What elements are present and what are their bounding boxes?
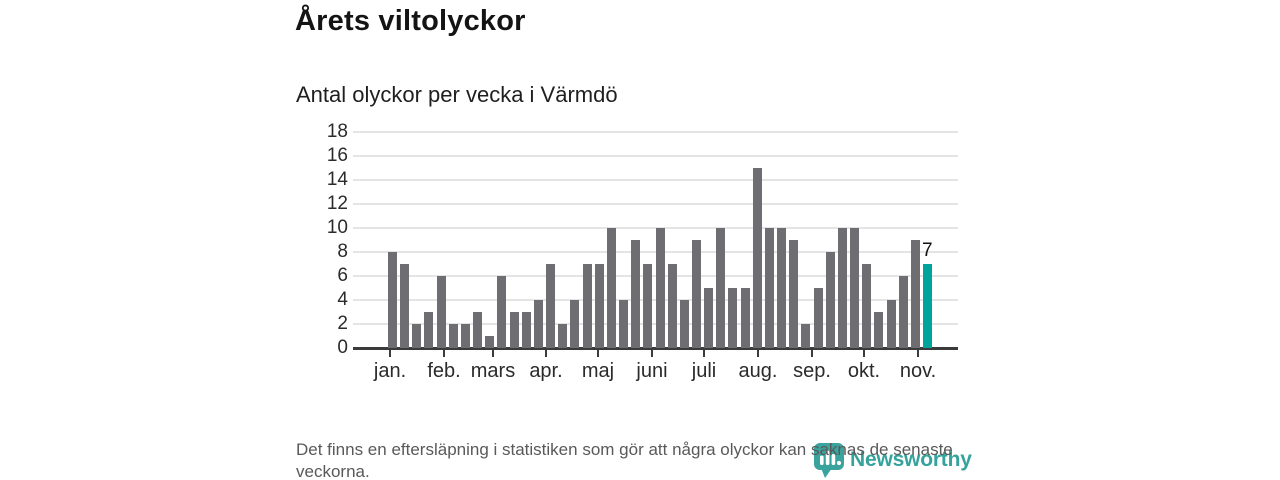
x-axis-month-label: jan.	[373, 360, 407, 382]
bar-week	[741, 288, 750, 348]
gridline	[353, 203, 958, 205]
gridline	[353, 179, 958, 181]
bar-week	[388, 252, 397, 348]
y-axis-tick-label: 16	[326, 145, 348, 166]
bar-week	[680, 300, 689, 348]
bar-week	[595, 264, 604, 348]
x-axis-tick	[703, 349, 705, 357]
y-axis-tick-label: 8	[337, 241, 348, 262]
gridline	[353, 227, 958, 229]
bar-week	[619, 300, 628, 348]
x-axis-line	[353, 347, 958, 350]
bar-week	[838, 228, 847, 348]
highlight-value-label: 7	[922, 240, 933, 261]
newsworthy-barchart-pin-icon	[814, 443, 844, 478]
x-axis-tick	[863, 349, 865, 357]
bar-week	[643, 264, 652, 348]
bar-week	[814, 288, 823, 348]
bar-week	[887, 300, 896, 348]
x-axis-tick	[443, 349, 445, 357]
y-axis-tick-label: 14	[326, 169, 348, 190]
bar-week	[497, 276, 506, 348]
bar-week	[473, 312, 482, 348]
gridline	[353, 299, 958, 301]
bar-week	[558, 324, 567, 348]
bar-week	[424, 312, 433, 348]
newsworthy-logo: Newsworthy	[813, 442, 972, 479]
gridline	[353, 155, 958, 157]
bar-week	[704, 288, 713, 348]
bar-week	[656, 228, 665, 348]
bar-week	[449, 324, 458, 348]
x-axis-month-label: juli	[691, 360, 717, 382]
bar-week	[777, 228, 786, 348]
y-axis-tick-label: 2	[337, 313, 348, 334]
bar-week	[437, 276, 446, 348]
gridline	[353, 131, 958, 133]
x-axis-tick	[811, 349, 813, 357]
bar-week	[668, 264, 677, 348]
bar-week	[911, 240, 920, 348]
bar-week	[570, 300, 579, 348]
footnote: Det finns en eftersläpning i statistiken…	[296, 440, 953, 480]
x-axis-month-label: apr.	[529, 360, 563, 382]
bar-week	[716, 228, 725, 348]
page-title: Årets viltolyckor	[295, 5, 526, 37]
x-axis-tick	[492, 349, 494, 357]
y-axis-tick-label: 12	[326, 193, 348, 214]
bar-week	[899, 276, 908, 348]
bar-week	[510, 312, 519, 348]
x-axis-month-label: mars	[470, 360, 516, 382]
x-axis-tick	[757, 349, 759, 357]
gridline	[353, 275, 958, 277]
gridline	[353, 251, 958, 253]
y-axis-tick-label: 10	[326, 217, 348, 238]
bar-week	[874, 312, 883, 348]
bar-week	[826, 252, 835, 348]
x-axis-tick	[917, 349, 919, 357]
bar-week	[583, 264, 592, 348]
bar-current-week	[923, 264, 932, 348]
x-axis-tick	[597, 349, 599, 357]
x-axis-month-label: nov.	[899, 360, 937, 382]
bar-week	[485, 336, 494, 348]
bar-week	[789, 240, 798, 348]
x-axis-tick	[545, 349, 547, 357]
bar-week	[546, 264, 555, 348]
bar-week	[753, 168, 762, 348]
newsworthy-logo-text: Newsworthy	[850, 448, 972, 471]
bar-week	[765, 228, 774, 348]
bar-week	[728, 288, 737, 348]
bar-week	[400, 264, 409, 348]
x-axis-month-label: maj	[581, 360, 615, 382]
bar-week	[801, 324, 810, 348]
bar-week	[692, 240, 701, 348]
bar-week	[862, 264, 871, 348]
y-axis-tick-label: 6	[337, 265, 348, 286]
x-axis-tick	[651, 349, 653, 357]
bar-week	[461, 324, 470, 348]
bar-week	[850, 228, 859, 348]
bar-week	[412, 324, 421, 348]
chart-subtitle: Antal olyckor per vecka i Värmdö	[296, 82, 618, 107]
bar-week	[631, 240, 640, 348]
x-axis-month-label: juni	[636, 360, 668, 382]
bar-week	[534, 300, 543, 348]
y-axis-tick-label: 4	[337, 289, 348, 310]
y-axis-tick-label: 18	[326, 121, 348, 142]
x-axis-month-label: feb.	[427, 360, 461, 382]
y-axis-tick-label: 0	[337, 337, 348, 358]
x-axis-month-label: okt.	[847, 360, 881, 382]
x-axis-month-label: sep.	[793, 360, 831, 382]
x-axis-month-label: aug.	[738, 360, 778, 382]
bar-week	[522, 312, 531, 348]
x-axis-tick	[389, 349, 391, 357]
bar-week	[607, 228, 616, 348]
gridline	[353, 323, 958, 325]
